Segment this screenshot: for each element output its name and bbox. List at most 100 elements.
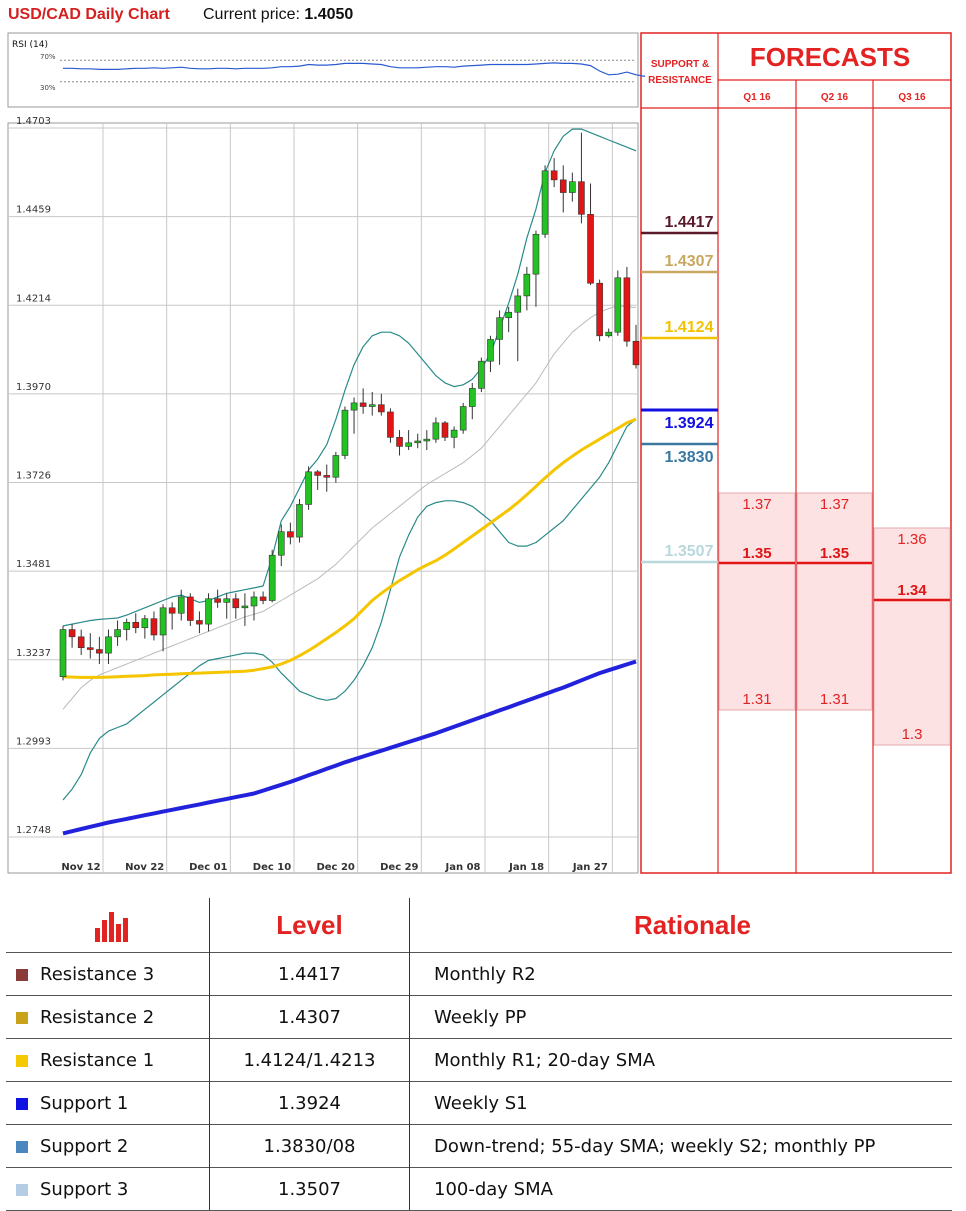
level-value: 1.3830/08: [209, 1124, 410, 1168]
candle: [523, 266, 531, 311]
sr-level-label: 1.3924: [665, 415, 714, 432]
rsi-tick-30: 30%: [40, 84, 56, 92]
candle: [578, 132, 585, 224]
y-tick-label: 1.4214: [16, 293, 51, 304]
candle: [559, 165, 567, 213]
level-name: Support 2: [40, 1135, 129, 1157]
level-name: Support 1: [40, 1092, 129, 1114]
candle: [614, 270, 622, 336]
level-name: Support 3: [40, 1178, 129, 1200]
y-tick-labels: 1.4703 1.4459 1.4214 1.3970 1.3726 1.3481 1.32…: [16, 116, 51, 836]
sma55-line: [62, 417, 637, 679]
candle: [196, 611, 203, 634]
level-value: 1.3924: [209, 1081, 410, 1125]
rsi-line: [63, 62, 646, 77]
candle: [187, 593, 194, 626]
candle: [350, 397, 358, 434]
candle: [141, 615, 149, 639]
x-tick-label: Jan 08: [445, 862, 481, 873]
level-rationale: Monthly R1; 20-day SMA: [409, 1038, 952, 1082]
candle: [250, 591, 258, 621]
candle: [605, 328, 613, 338]
candle: [468, 382, 476, 420]
candle: [332, 451, 340, 483]
x-tick-label: Jan 27: [572, 862, 608, 873]
level-name-cell: Resistance 2: [6, 995, 210, 1039]
legend-swatch: [16, 1097, 28, 1110]
forecast-range-box: [796, 492, 873, 711]
level-header: Level: [209, 898, 410, 953]
level-name: Resistance 1: [40, 1049, 155, 1071]
x-tick-label: Dec 20: [316, 862, 354, 873]
table-row: Resistance 2 1.4307 Weekly PP: [6, 995, 952, 1039]
rsi-panel: RSI (14) 70% 30% 1.4703 1.4459 1.4214 1.397…: [7, 32, 952, 874]
level-rationale: Weekly S1: [409, 1081, 952, 1125]
sr-level-label: 1.3507: [665, 543, 714, 560]
forecast-range-box: [718, 492, 796, 711]
forecast-columns: Q1 16 1.37 1.35 1.31 Q2 16 1.37 1.35 1.31 Q3 16 1…: [718, 92, 951, 746]
legend-swatch: [16, 1140, 28, 1153]
sma20-line: [62, 305, 637, 710]
candle: [177, 589, 185, 621]
forecast-low: 1.31: [820, 691, 849, 708]
candle: [587, 183, 594, 286]
table-row: Support 2 1.3830/08 Down-trend; 55-day SMA…: [6, 1124, 952, 1168]
candle: [123, 618, 130, 641]
y-tick-label: 1.2748: [16, 825, 51, 836]
candle: [114, 620, 121, 646]
candle: [68, 624, 76, 648]
rsi-label: RSI (14): [12, 40, 48, 50]
forecast-range-box: [873, 527, 951, 746]
levels-table-body: Resistance 3 1.4417 Monthly R2 Resistance 2…: [6, 952, 952, 1211]
candle: [314, 469, 321, 490]
candle: [550, 158, 558, 188]
candle: [387, 408, 394, 443]
candle: [241, 593, 249, 626]
level-rationale: Weekly PP: [409, 995, 952, 1039]
candle: [287, 522, 294, 545]
candle: [305, 466, 312, 510]
level-rationale: 100-day SMA: [409, 1167, 952, 1211]
sr-level-label: 1.4417: [665, 214, 714, 231]
candle: [405, 430, 412, 451]
bollinger-lower-line: [62, 418, 637, 801]
price-label: Current price:: [203, 6, 300, 23]
candle: [532, 230, 540, 307]
sr-header-line: SUPPORT &: [651, 59, 709, 70]
forecast-high: 1.37: [742, 496, 771, 513]
y-tick-label: 1.3237: [16, 648, 51, 659]
sr-level-label: 1.4307: [665, 253, 714, 270]
bollinger-upper-line: [62, 128, 637, 627]
legend-swatch: [16, 1054, 28, 1067]
table-row: Support 3 1.3507 100-day SMA: [6, 1167, 952, 1211]
x-tick-label: Dec 10: [253, 862, 291, 873]
level-value: 1.4124/1.4213: [209, 1038, 410, 1082]
candle: [96, 636, 103, 665]
candle: [259, 591, 267, 605]
forecast-col-label: Q1 16: [743, 92, 771, 103]
forecast-low: 1.3: [902, 726, 923, 743]
sr-header: SUPPORT & RESISTANCE: [648, 59, 712, 86]
table-row: Support 1 1.3924 Weekly S1: [6, 1081, 952, 1125]
level-value: 1.4417: [209, 952, 410, 996]
legend-swatch: [16, 1011, 28, 1024]
candle: [378, 393, 385, 416]
x-tick-label: Nov 22: [125, 862, 164, 873]
y-tick-label: 1.4459: [16, 205, 51, 216]
candle: [541, 165, 549, 238]
candle: [423, 430, 431, 451]
level-name-cell: Support 2: [6, 1124, 210, 1168]
candle: [514, 288, 522, 362]
level-value: 1.4307: [209, 995, 410, 1039]
candle: [86, 633, 94, 659]
candle: [496, 310, 503, 365]
candle: [296, 499, 303, 543]
candle: [277, 524, 285, 567]
level-name-cell: Resistance 3: [6, 952, 210, 996]
candle: [268, 549, 276, 603]
candle: [59, 625, 67, 681]
candle: [478, 357, 485, 393]
level-name-cell: Resistance 1: [6, 1038, 210, 1082]
candle: [596, 279, 603, 342]
sr-header-line: RESISTANCE: [648, 75, 712, 86]
